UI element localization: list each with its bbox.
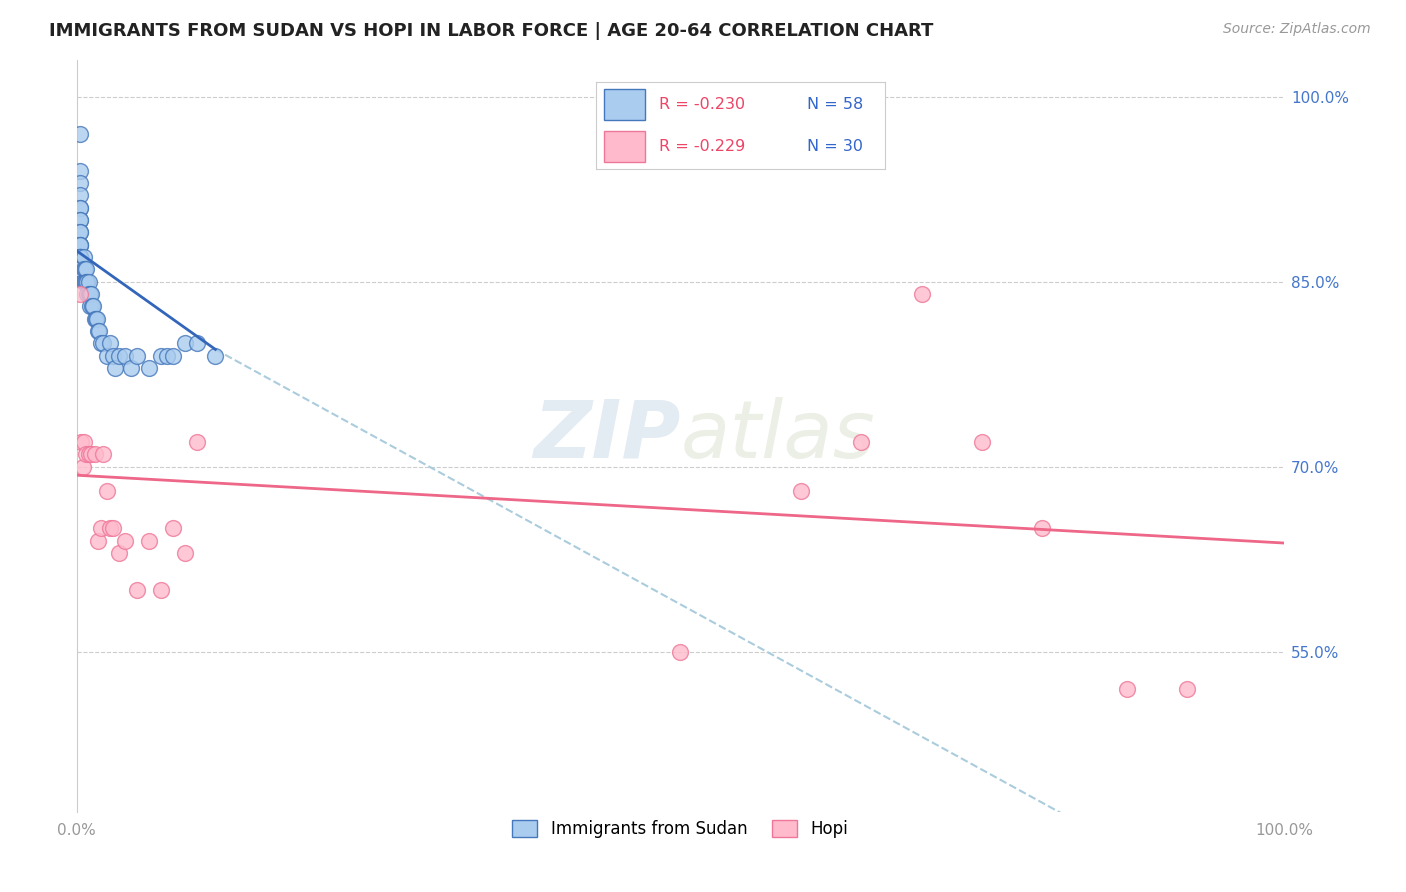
Point (138, 533, 160, 548)
Point (162, 349, 184, 363)
Point (76, 275, 98, 289)
Point (98, 521, 121, 535)
Point (89, 324, 111, 338)
Point (69, 225, 91, 239)
Point (69, 262, 91, 277)
Point (86, 311, 108, 326)
Point (70, 434, 93, 449)
Point (138, 360, 160, 375)
Point (80, 447, 103, 461)
Point (96, 484, 118, 499)
Point (69, 250, 91, 264)
Point (69, 163, 91, 178)
Point (69, 237, 91, 252)
Point (79, 287, 101, 301)
Point (669, 644, 692, 658)
Point (69, 262, 91, 277)
Point (73, 275, 96, 289)
Point (1031, 521, 1053, 535)
Point (69, 213, 91, 227)
Point (82, 299, 104, 313)
Point (114, 533, 136, 548)
Point (90, 521, 112, 535)
Point (69, 250, 91, 264)
Point (970, 434, 993, 449)
Text: ZIP: ZIP (533, 397, 681, 475)
Point (77, 275, 100, 289)
Point (150, 349, 173, 363)
Point (77, 287, 100, 301)
Point (101, 521, 124, 535)
Point (186, 434, 208, 449)
Point (69, 262, 91, 277)
Point (73, 262, 96, 277)
Point (80, 287, 103, 301)
Point (69, 201, 91, 215)
Point (101, 349, 124, 363)
Point (79, 299, 101, 313)
Text: Source: ZipAtlas.com: Source: ZipAtlas.com (1223, 22, 1371, 37)
Point (69, 237, 91, 252)
Point (69, 250, 91, 264)
Point (73, 262, 96, 277)
Point (69, 188, 91, 202)
Point (73, 434, 96, 449)
Point (114, 349, 136, 363)
Point (98, 336, 121, 351)
Point (69, 250, 91, 264)
Point (125, 349, 148, 363)
Point (108, 349, 131, 363)
Point (75, 262, 97, 277)
Point (73, 275, 96, 289)
Point (77, 447, 100, 461)
Point (91, 447, 114, 461)
Point (82, 299, 104, 313)
Point (69, 176, 91, 190)
Point (69, 287, 91, 301)
Point (174, 336, 197, 351)
Point (120, 360, 142, 375)
Point (73, 250, 96, 264)
Point (87, 533, 110, 548)
Point (150, 582, 173, 597)
Point (69, 225, 91, 239)
Point (1175, 681, 1198, 696)
Point (83, 311, 105, 326)
Point (69, 201, 91, 215)
Point (125, 582, 148, 597)
Point (204, 349, 226, 363)
Point (911, 287, 934, 301)
Point (156, 349, 179, 363)
Point (72, 459, 94, 474)
Point (851, 434, 873, 449)
Point (75, 447, 97, 461)
Text: atlas: atlas (681, 397, 875, 475)
Point (104, 360, 127, 375)
Point (96, 349, 118, 363)
Point (790, 484, 813, 499)
Point (69, 127, 91, 141)
Point (84, 311, 107, 326)
Point (69, 237, 91, 252)
Point (186, 336, 208, 351)
Point (108, 546, 131, 560)
Text: IMMIGRANTS FROM SUDAN VS HOPI IN LABOR FORCE | AGE 20-64 CORRELATION CHART: IMMIGRANTS FROM SUDAN VS HOPI IN LABOR F… (49, 22, 934, 40)
Point (87, 324, 110, 338)
Point (75, 275, 97, 289)
Point (174, 546, 197, 560)
Point (69, 213, 91, 227)
Point (1116, 681, 1139, 696)
Point (162, 521, 184, 535)
Point (83, 447, 105, 461)
Legend: Immigrants from Sudan, Hopi: Immigrants from Sudan, Hopi (506, 814, 855, 845)
Point (90, 336, 112, 351)
Point (91, 336, 114, 351)
Point (76, 287, 98, 301)
